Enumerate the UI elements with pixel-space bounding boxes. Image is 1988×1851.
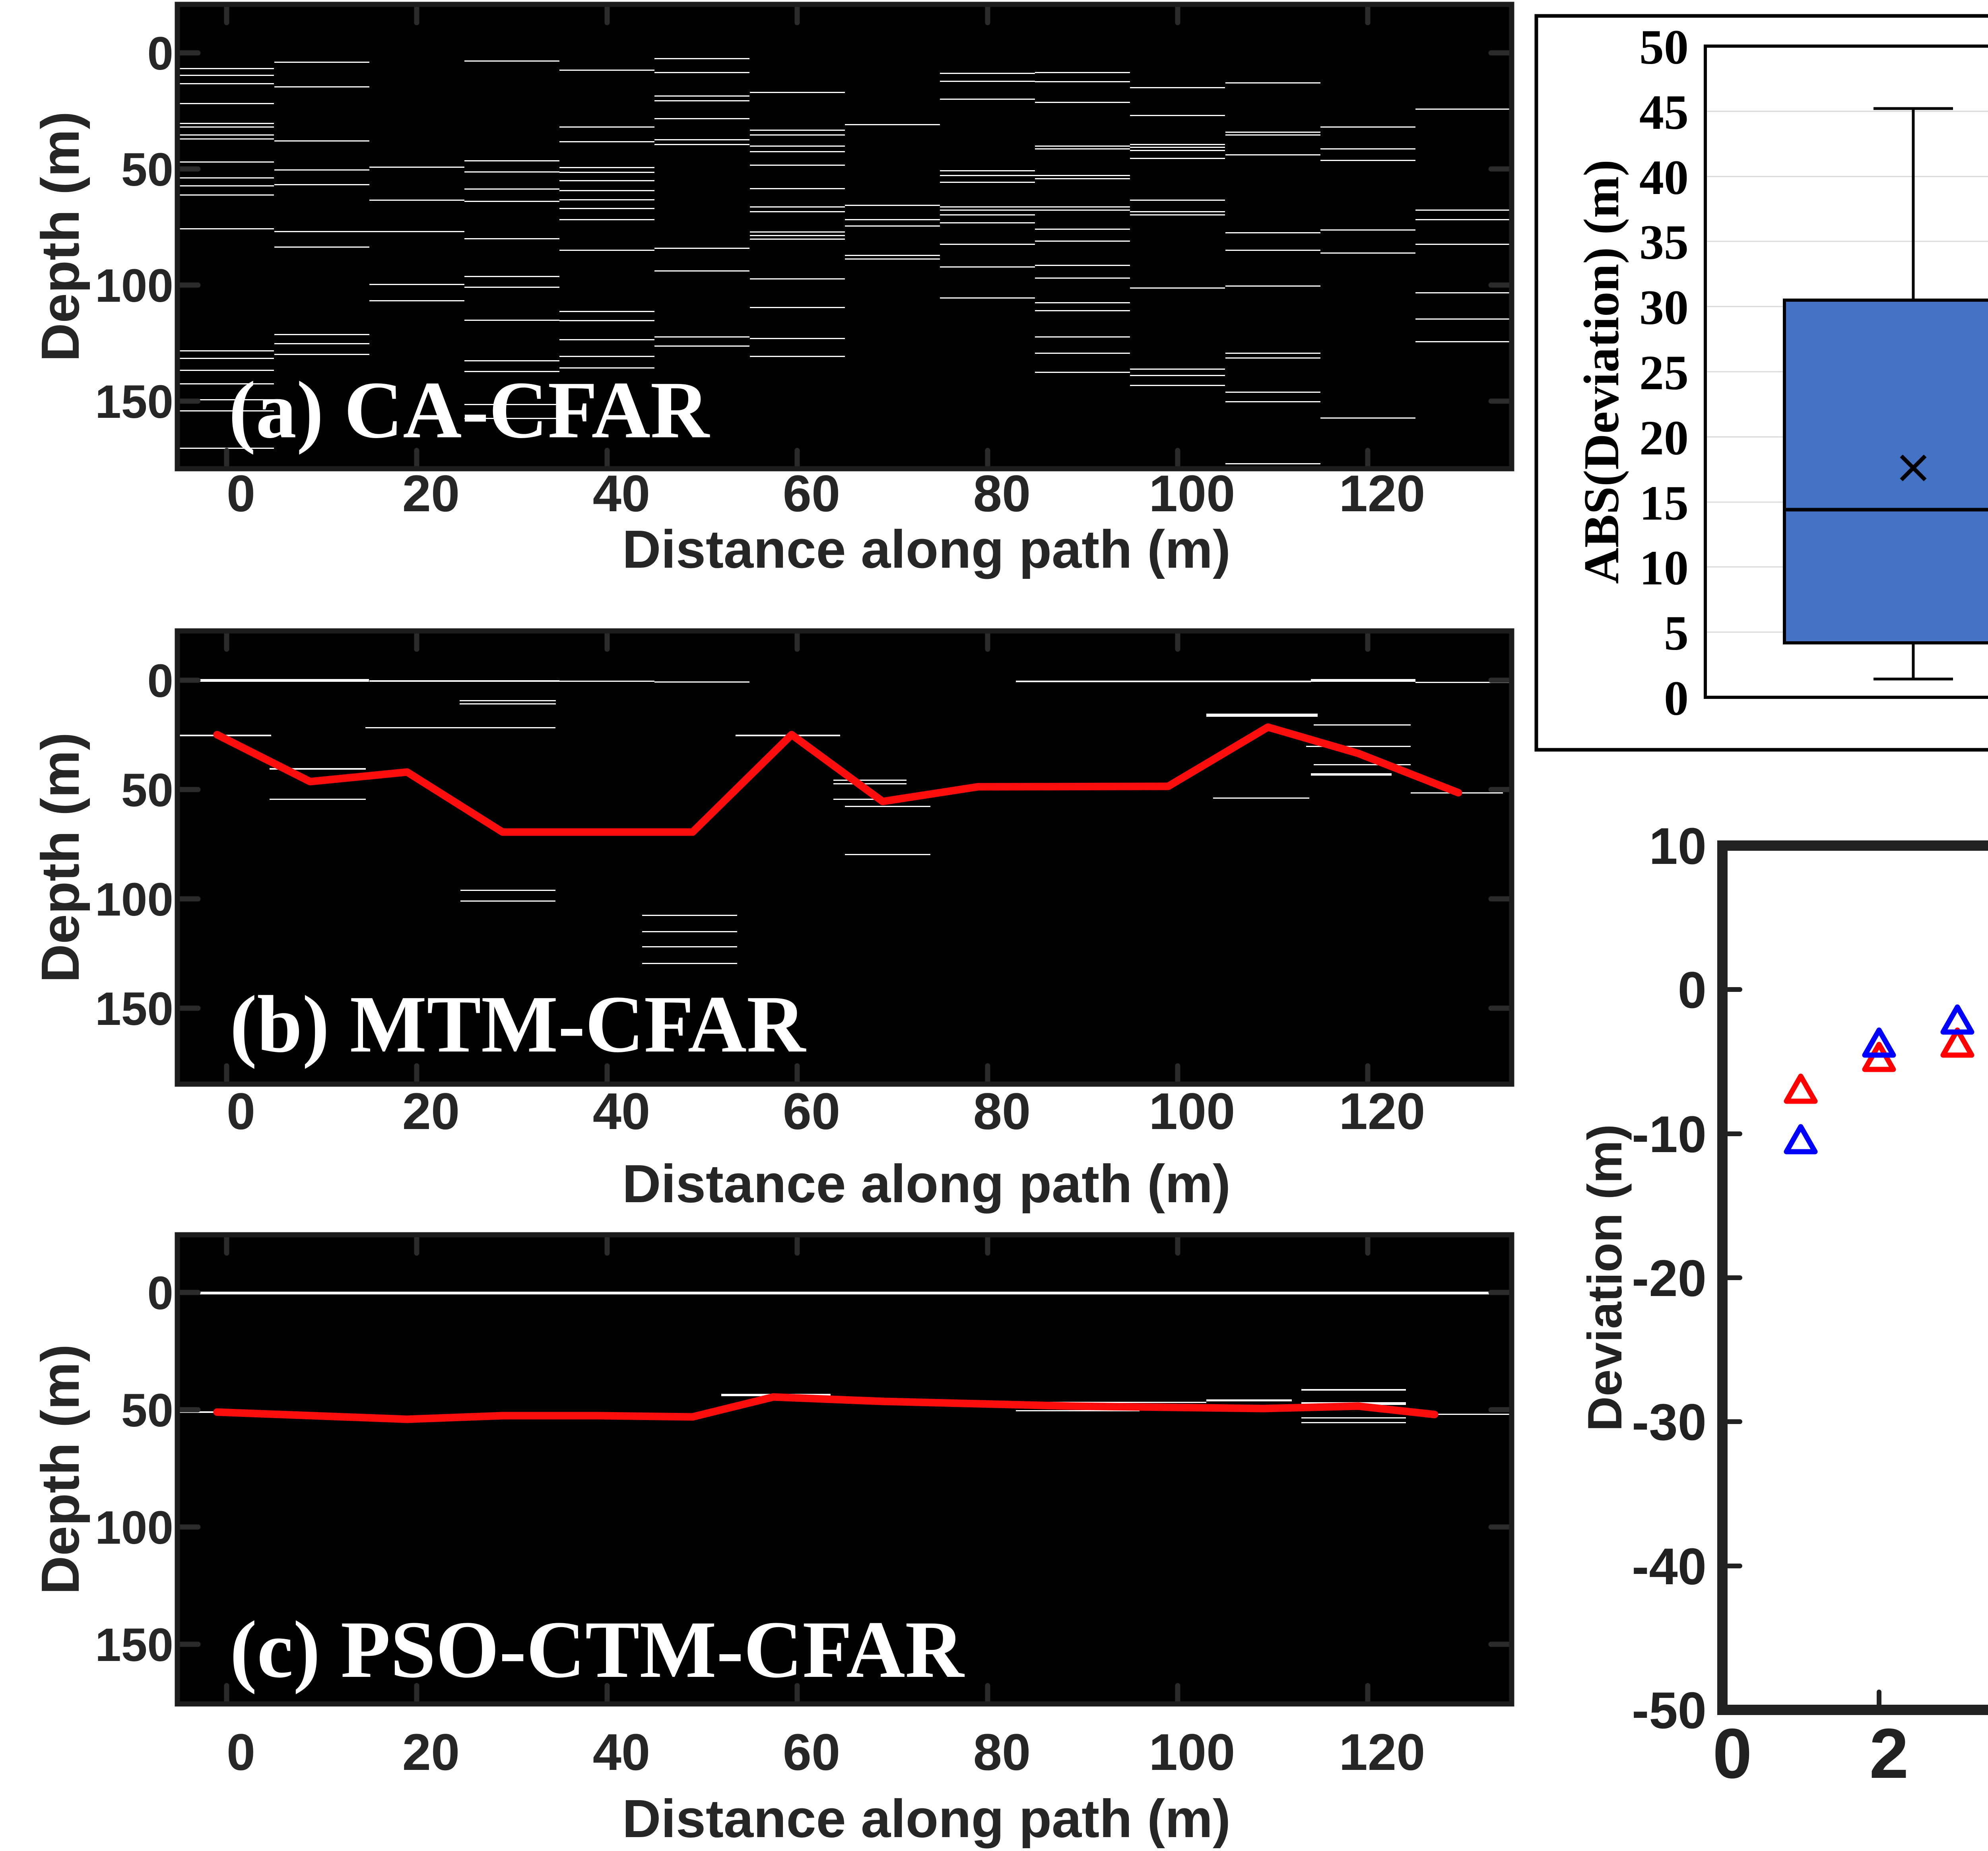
svg-text:Depth (m): Depth (m) xyxy=(30,732,90,983)
svg-text:0: 0 xyxy=(227,1082,255,1140)
svg-text:-10: -10 xyxy=(1632,1105,1706,1163)
svg-text:60: 60 xyxy=(783,1082,841,1140)
svg-text:10: 10 xyxy=(1649,817,1706,875)
svg-text:15: 15 xyxy=(1639,476,1689,530)
svg-text:120: 120 xyxy=(1339,1082,1425,1140)
svg-text:80: 80 xyxy=(973,1723,1031,1781)
svg-text:-40: -40 xyxy=(1632,1537,1706,1595)
svg-text:50: 50 xyxy=(121,1384,173,1437)
svg-text:Distance along path (m): Distance along path (m) xyxy=(622,519,1231,579)
svg-text:(a) CA-CFAR: (a) CA-CFAR xyxy=(229,365,710,455)
svg-text:45: 45 xyxy=(1639,85,1689,140)
svg-text:Depth (m): Depth (m) xyxy=(30,1344,90,1595)
svg-text:50: 50 xyxy=(121,764,173,817)
svg-text:150: 150 xyxy=(95,376,173,428)
svg-text:0: 0 xyxy=(147,655,173,707)
svg-text:0: 0 xyxy=(1678,961,1706,1019)
svg-text:0: 0 xyxy=(147,1267,173,1319)
svg-text:-20: -20 xyxy=(1632,1249,1706,1307)
svg-text:120: 120 xyxy=(1339,1723,1425,1781)
svg-text:100: 100 xyxy=(95,873,173,926)
svg-text:100: 100 xyxy=(95,260,173,312)
svg-text:20: 20 xyxy=(1639,411,1689,465)
svg-text:80: 80 xyxy=(973,464,1031,522)
svg-text:50: 50 xyxy=(121,144,173,196)
svg-text:5: 5 xyxy=(1664,606,1689,660)
svg-text:35: 35 xyxy=(1639,215,1689,270)
svg-text:ABS(Deviation) (m): ABS(Deviation) (m) xyxy=(1574,159,1629,584)
svg-text:150: 150 xyxy=(95,983,173,1035)
svg-text:20: 20 xyxy=(402,1723,460,1781)
svg-text:10: 10 xyxy=(1639,541,1689,595)
svg-text:120: 120 xyxy=(1339,464,1425,522)
svg-text:0: 0 xyxy=(147,27,173,80)
svg-text:Distance along path (m): Distance along path (m) xyxy=(622,1789,1231,1849)
svg-text:Distance along path (m): Distance along path (m) xyxy=(622,1154,1231,1214)
svg-text:100: 100 xyxy=(1149,1082,1235,1140)
svg-text:50: 50 xyxy=(1639,20,1689,74)
svg-text:40: 40 xyxy=(593,1082,650,1140)
svg-text:Deviation (m): Deviation (m) xyxy=(1578,1124,1632,1432)
svg-text:25: 25 xyxy=(1639,345,1689,400)
svg-text:Depth (m): Depth (m) xyxy=(30,111,90,362)
svg-text:20: 20 xyxy=(402,464,460,522)
svg-text:(b) MTM-CFAR: (b) MTM-CFAR xyxy=(230,979,806,1069)
svg-text:60: 60 xyxy=(783,464,841,522)
svg-text:30: 30 xyxy=(1639,280,1689,335)
svg-text:80: 80 xyxy=(973,1082,1031,1140)
svg-text:100: 100 xyxy=(95,1502,173,1554)
svg-text:40: 40 xyxy=(593,464,650,522)
svg-text:2: 2 xyxy=(1870,1714,1909,1793)
svg-text:-30: -30 xyxy=(1632,1393,1706,1451)
svg-text:-50: -50 xyxy=(1632,1681,1706,1739)
svg-text:60: 60 xyxy=(783,1723,841,1781)
svg-text:0: 0 xyxy=(1664,671,1689,726)
svg-text:40: 40 xyxy=(1639,150,1689,205)
svg-text:0: 0 xyxy=(1713,1714,1752,1793)
svg-text:0: 0 xyxy=(227,464,255,522)
svg-text:150: 150 xyxy=(95,1619,173,1671)
svg-text:0: 0 xyxy=(227,1723,255,1781)
svg-text:100: 100 xyxy=(1149,1723,1235,1781)
svg-text:(c) PSO-CTM-CFAR: (c) PSO-CTM-CFAR xyxy=(230,1605,965,1695)
svg-text:100: 100 xyxy=(1149,464,1235,522)
svg-text:40: 40 xyxy=(593,1723,650,1781)
svg-text:20: 20 xyxy=(402,1082,460,1140)
